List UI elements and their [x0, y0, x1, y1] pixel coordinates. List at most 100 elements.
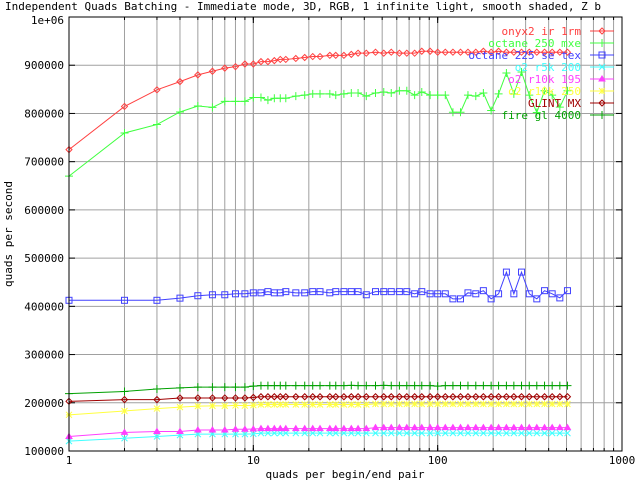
data-point-fire-gl-4000 [220, 383, 229, 392]
data-point-o2-r5k-200 [332, 429, 340, 437]
data-point-glint-mx [464, 393, 472, 401]
x-tick-label: 10 [247, 454, 260, 467]
data-point-octane-225-se-tex [487, 295, 495, 303]
data-point-octane-225-se-tex [411, 290, 419, 298]
data-point-onyx2-ir-1rm [347, 50, 356, 59]
data-point-glint-mx [479, 393, 488, 401]
data-point-o2-r10k-195 [502, 423, 511, 431]
data-point-octane-225-se-tex [563, 287, 571, 295]
data-point-o2-r10k-250 [354, 401, 362, 408]
legend-label-o2-r10k-250: o2 r10k 250 [508, 85, 581, 98]
data-point-o2-r5k-200 [372, 429, 379, 437]
data-point-glint-mx [387, 393, 395, 401]
data-point-octane-225-se-tex [249, 289, 257, 297]
data-point-o2-r10k-250 [301, 401, 309, 408]
data-point-o2-r5k-200 [232, 430, 239, 438]
data-point-octane-250-mxe [308, 89, 317, 98]
data-point-glint-mx [556, 393, 564, 401]
data-point-o2-r5k-200 [153, 433, 161, 440]
data-point-o2-r10k-195 [241, 425, 249, 432]
data-point-fire-gl-4000 [231, 383, 240, 392]
data-point-o2-r10k-195 [371, 423, 380, 431]
data-point-fire-gl-4000 [256, 381, 265, 390]
data-point-o2-r5k-200 [309, 429, 317, 437]
data-point-octane-250-mxe [362, 92, 371, 101]
data-point-fire-gl-4000 [479, 381, 488, 390]
data-point-o2-r5k-200 [503, 429, 510, 437]
data-point-glint-mx [494, 393, 503, 401]
data-point-o2-r5k-200 [282, 429, 290, 437]
data-point-onyx2-ir-1rm [464, 48, 472, 56]
data-point-octane-225-se-tex [418, 288, 426, 296]
series-o2-r10k-195 [65, 423, 572, 440]
data-point-octane-225-se-tex [120, 296, 128, 304]
data-point-fire-gl-4000 [354, 381, 363, 390]
data-point-fire-gl-4000 [525, 381, 534, 390]
data-point-fire-gl-4000 [371, 381, 380, 390]
data-point-o2-r5k-200 [457, 429, 464, 437]
data-point-octane-250-mxe [395, 86, 404, 95]
data-point-octane-225-se-tex [441, 290, 449, 298]
data-point-o2-r5k-200 [354, 429, 362, 437]
legend-marker-o2-r10k-250 [598, 87, 606, 95]
data-point-o2-r10k-250 [326, 401, 334, 408]
data-point-o2-r10k-195 [291, 424, 300, 432]
data-point-octane-250-mxe [479, 88, 488, 97]
data-point-octane-225-se-tex [362, 291, 370, 299]
data-point-o2-r10k-195 [308, 424, 317, 432]
data-point-glint-mx [249, 393, 258, 402]
y-tick-label: 500000 [24, 252, 64, 265]
data-point-fire-gl-4000 [433, 382, 442, 391]
legend-label-o2-r10k-195: o2 r10k 195 [508, 73, 581, 86]
data-point-onyx2-ir-1rm [433, 48, 442, 56]
data-point-o2-r10k-250 [525, 400, 533, 408]
data-point-octane-250-mxe [371, 88, 380, 97]
series-o2-r10k-250 [65, 400, 571, 419]
data-point-o2-r10k-195 [331, 424, 340, 432]
data-point-o2-r10k-195 [281, 424, 290, 432]
data-point-glint-mx [418, 393, 426, 401]
data-point-o2-r10k-195 [340, 424, 348, 432]
data-point-o2-r10k-195 [555, 423, 564, 431]
data-point-octane-250-mxe [441, 91, 450, 100]
data-point-octane-250-mxe [231, 97, 240, 106]
data-point-fire-gl-4000 [448, 381, 457, 390]
data-point-glint-mx [208, 394, 217, 402]
data-point-o2-r10k-195 [464, 423, 472, 431]
data-point-o2-r10k-250 [387, 400, 395, 408]
data-point-o2-r10k-250 [209, 402, 216, 410]
data-point-glint-mx [362, 393, 370, 401]
data-point-octane-250-mxe [494, 89, 503, 98]
data-point-octane-250-mxe [540, 86, 549, 95]
data-point-octane-250-mxe [487, 106, 496, 115]
y-tick-label: 400000 [24, 300, 64, 313]
data-point-glint-mx [410, 393, 419, 401]
data-point-fire-gl-4000 [509, 381, 518, 390]
data-point-o2-r10k-195 [354, 424, 362, 432]
data-point-octane-250-mxe [563, 86, 572, 95]
data-point-o2-r10k-195 [153, 427, 161, 434]
data-point-onyx2-ir-1rm [362, 49, 370, 57]
data-point-o2-r5k-200 [347, 429, 355, 437]
chart-title: Independent Quads Batching - Immediate m… [5, 0, 601, 13]
data-point-o2-r5k-200 [340, 429, 348, 437]
data-point-glint-mx [231, 394, 240, 402]
data-point-octane-225-se-tex [556, 294, 564, 302]
data-point-glint-mx [487, 393, 495, 401]
data-point-glint-mx [65, 397, 73, 406]
data-point-octane-250-mxe [331, 91, 340, 100]
data-point-onyx2-ir-1rm [403, 49, 411, 57]
data-point-o2-r10k-195 [249, 425, 258, 432]
data-point-octane-250-mxe [525, 91, 534, 100]
data-point-o2-r5k-200 [541, 429, 548, 437]
data-point-o2-r10k-195 [563, 423, 572, 431]
data-point-onyx2-ir-1rm [556, 48, 564, 56]
data-point-glint-mx [153, 395, 161, 404]
data-point-onyx2-ir-1rm [354, 49, 362, 57]
data-point-o2-r5k-200 [396, 429, 403, 437]
data-point-octane-250-mxe [387, 88, 396, 97]
data-point-o2-r10k-195 [362, 424, 371, 432]
data-point-fire-gl-4000 [487, 381, 496, 390]
y-tick-label: 900000 [24, 59, 64, 72]
